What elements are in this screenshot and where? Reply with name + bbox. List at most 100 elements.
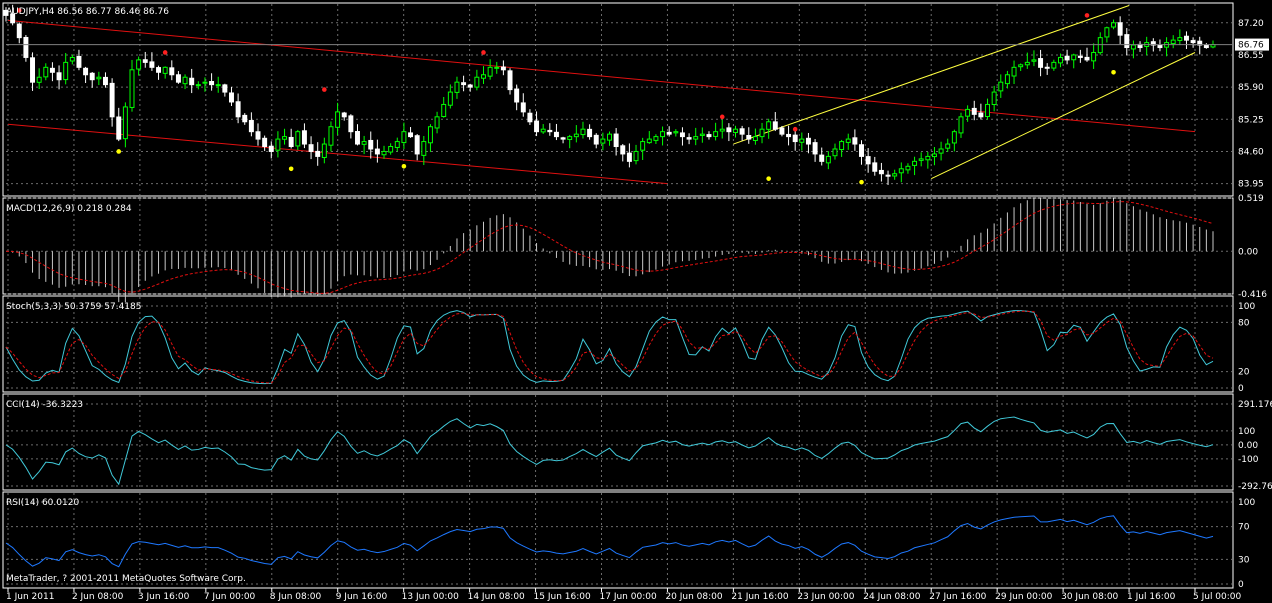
cci-y-tick-label: -100 — [1238, 455, 1259, 465]
candle-body — [229, 92, 234, 103]
candle-body — [275, 138, 281, 151]
candle-body — [580, 128, 586, 136]
candle-body — [175, 74, 181, 83]
macd-pane-label: MACD(12,26,9) 0.218 0.284 — [6, 204, 132, 214]
x-tick-label: 13 Jun 00:00 — [402, 592, 459, 602]
candle-body — [109, 82, 115, 118]
candle-body — [1084, 56, 1090, 61]
candle-body — [242, 114, 248, 123]
macd-y-tick-label: 0.00 — [1238, 247, 1258, 257]
candle-body — [918, 158, 924, 161]
x-tick-label: 1 Jun 2011 — [6, 592, 54, 602]
candle-body — [1177, 37, 1183, 41]
candle-body — [660, 131, 666, 138]
candle-body — [494, 66, 500, 69]
candle-body — [706, 134, 712, 138]
price-y-tick-label: 85.90 — [1238, 83, 1264, 93]
candle-body — [76, 55, 82, 68]
candle-body — [441, 103, 447, 118]
current-price-badge — [1235, 38, 1269, 51]
candle-body — [321, 143, 327, 158]
candle-body — [885, 174, 891, 177]
candle-body — [752, 136, 758, 141]
fractal-marker — [401, 164, 407, 169]
candle-body — [3, 9, 9, 16]
candle-body — [1124, 34, 1130, 49]
candle-body — [1064, 55, 1070, 61]
candle-body — [288, 136, 294, 148]
price-y-tick-label: 84.60 — [1238, 147, 1264, 157]
candle-body — [282, 136, 288, 140]
candle-body — [600, 138, 606, 144]
candle-body — [328, 126, 334, 146]
price-y-tick-label: 86.55 — [1238, 51, 1264, 61]
candle-body — [388, 146, 394, 153]
candle-body — [1024, 61, 1030, 66]
x-tick-label: 24 Jun 08:00 — [863, 592, 920, 602]
candle-body — [434, 116, 440, 129]
candle-body — [487, 66, 493, 77]
rsi-y-tick-label: 70 — [1238, 523, 1250, 533]
candle-body — [189, 77, 195, 86]
candle-body — [898, 168, 904, 174]
candle-body — [766, 121, 772, 130]
candle-body — [361, 141, 367, 145]
x-tick-label: 3 Jun 16:00 — [138, 592, 190, 602]
candle-body — [182, 76, 188, 85]
x-tick-label: 2 Jun 08:00 — [72, 592, 124, 602]
candle-body — [872, 162, 878, 172]
candle-body — [951, 131, 957, 144]
candle-body — [421, 141, 427, 156]
candle-body — [772, 121, 778, 130]
candle-body — [461, 82, 467, 86]
candle-body — [56, 72, 62, 81]
candle-body — [825, 155, 831, 164]
fractal-marker — [792, 126, 798, 132]
candle-body — [23, 36, 29, 58]
candle-body — [799, 138, 805, 143]
candle-body — [587, 128, 593, 138]
candle-body — [805, 137, 811, 145]
price-y-tick-label: 85.25 — [1238, 115, 1264, 125]
x-tick-label: 21 Jun 16:00 — [731, 592, 788, 602]
price-pane-label: AUDJPY,H4 86.56 86.77 86.46 86.76 — [6, 7, 169, 17]
rsi-y-tick-label: 0 — [1238, 580, 1244, 590]
candle-body — [925, 155, 931, 161]
candle-body — [401, 131, 407, 144]
fractal-marker — [1084, 13, 1090, 18]
cci-y-tick-label: 291.176 — [1238, 400, 1272, 410]
candle-body — [381, 150, 387, 156]
candle-body — [633, 150, 639, 162]
price-y-tick-label: 83.95 — [1238, 180, 1264, 190]
candle-body — [507, 70, 513, 91]
candle-body — [414, 135, 420, 155]
candle-body — [514, 88, 520, 103]
candle-body — [779, 127, 785, 135]
candle-body — [63, 61, 69, 81]
rsi-pane-frame — [2, 491, 1234, 589]
candle-body — [527, 112, 533, 123]
candle-body — [481, 74, 486, 79]
channel-line-yellow — [931, 52, 1196, 180]
candle-body — [83, 67, 89, 76]
macd-pane-frame — [2, 197, 1234, 295]
candle-body — [195, 84, 201, 87]
candle-body — [1018, 64, 1024, 68]
candle-body — [355, 131, 360, 145]
cci-pane-label: CCI(14) -36.3223 — [6, 400, 83, 410]
candle-body — [1004, 74, 1010, 85]
x-tick-label: 20 Jun 08:00 — [665, 592, 722, 602]
candle-body — [607, 133, 612, 141]
candle-body — [534, 120, 540, 133]
candle-body — [653, 136, 659, 141]
cci-pane-frame — [2, 393, 1234, 491]
candle-body — [474, 76, 480, 88]
candle-body — [500, 66, 506, 71]
candle-body — [447, 91, 453, 106]
price-series: 86.76 — [3, 4, 1269, 185]
candle-body — [116, 116, 122, 140]
candle-body — [1157, 44, 1163, 49]
candle-body — [36, 76, 42, 83]
candle-body — [89, 72, 95, 81]
